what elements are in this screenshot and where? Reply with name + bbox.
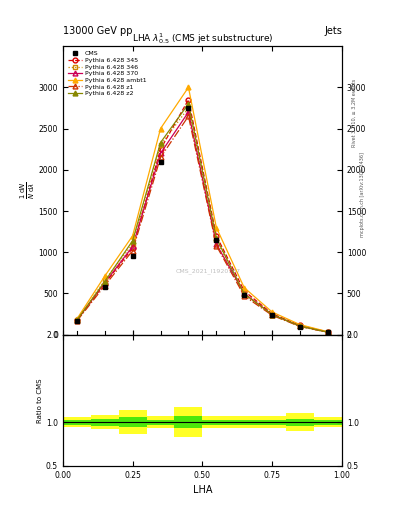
Pythia 6.428 346 xyxy=(186,105,191,111)
Pythia 6.428 z1 xyxy=(242,293,247,299)
CMS xyxy=(186,105,191,111)
Pythia 6.428 346 xyxy=(326,329,331,335)
X-axis label: LHA: LHA xyxy=(193,485,212,495)
Pythia 6.428 z1 xyxy=(158,154,163,160)
Text: Rivet 3.1.10, ≥ 3.2M events: Rivet 3.1.10, ≥ 3.2M events xyxy=(352,78,357,147)
Pythia 6.428 370 xyxy=(75,317,79,324)
Pythia 6.428 346 xyxy=(158,142,163,148)
Y-axis label: $\frac{1}{N}\frac{\mathrm{d}N}{\mathrm{d}\lambda}$: $\frac{1}{N}\frac{\mathrm{d}N}{\mathrm{d… xyxy=(19,182,37,199)
Line: Pythia 6.428 370: Pythia 6.428 370 xyxy=(74,110,331,335)
Pythia 6.428 z1 xyxy=(102,283,107,289)
Pythia 6.428 z1 xyxy=(214,243,219,249)
Pythia 6.428 370 xyxy=(326,329,331,335)
Line: Pythia 6.428 346: Pythia 6.428 346 xyxy=(74,105,331,335)
Pythia 6.428 ambt1 xyxy=(298,322,303,328)
Pythia 6.428 z1 xyxy=(270,312,275,318)
Line: Pythia 6.428 345: Pythia 6.428 345 xyxy=(74,97,331,334)
Pythia 6.428 ambt1 xyxy=(75,316,79,322)
CMS xyxy=(75,317,79,324)
Pythia 6.428 346 xyxy=(242,291,247,297)
Y-axis label: Ratio to CMS: Ratio to CMS xyxy=(37,378,43,422)
Pythia 6.428 346 xyxy=(75,317,79,324)
Pythia 6.428 z2 xyxy=(158,139,163,145)
Pythia 6.428 370 xyxy=(130,243,135,249)
CMS xyxy=(242,292,247,298)
Pythia 6.428 z1 xyxy=(130,247,135,253)
Pythia 6.428 ambt1 xyxy=(270,309,275,315)
Pythia 6.428 ambt1 xyxy=(102,273,107,279)
Pythia 6.428 z2 xyxy=(298,323,303,329)
Pythia 6.428 370 xyxy=(242,290,247,296)
CMS xyxy=(158,158,163,164)
Pythia 6.428 ambt1 xyxy=(158,125,163,132)
CMS xyxy=(130,253,135,260)
Text: Jets: Jets xyxy=(324,26,342,36)
Line: Pythia 6.428 z1: Pythia 6.428 z1 xyxy=(74,114,331,335)
Pythia 6.428 z2 xyxy=(102,279,107,285)
Pythia 6.428 z2 xyxy=(75,317,79,324)
Pythia 6.428 346 xyxy=(298,324,303,330)
CMS xyxy=(326,329,331,335)
Pythia 6.428 ambt1 xyxy=(214,224,219,230)
Pythia 6.428 ambt1 xyxy=(130,232,135,239)
Pythia 6.428 z1 xyxy=(298,324,303,330)
Pythia 6.428 345 xyxy=(75,317,79,324)
Pythia 6.428 345 xyxy=(326,329,331,335)
Pythia 6.428 370 xyxy=(214,241,219,247)
Pythia 6.428 345 xyxy=(242,288,247,294)
Pythia 6.428 346 xyxy=(270,312,275,318)
Pythia 6.428 z1 xyxy=(75,318,79,324)
Pythia 6.428 z1 xyxy=(186,113,191,119)
Pythia 6.428 z2 xyxy=(214,235,219,241)
Pythia 6.428 346 xyxy=(130,241,135,247)
CMS xyxy=(102,284,107,290)
CMS xyxy=(270,312,275,318)
Pythia 6.428 z2 xyxy=(186,101,191,107)
CMS xyxy=(214,237,219,243)
Pythia 6.428 370 xyxy=(298,323,303,329)
Pythia 6.428 ambt1 xyxy=(326,329,331,335)
Pythia 6.428 ambt1 xyxy=(186,84,191,91)
Pythia 6.428 346 xyxy=(102,277,107,283)
Pythia 6.428 z1 xyxy=(326,329,331,335)
Pythia 6.428 370 xyxy=(270,311,275,317)
Text: mcplots.cern.ch [arXiv:1306.3436]: mcplots.cern.ch [arXiv:1306.3436] xyxy=(360,152,365,237)
Pythia 6.428 z2 xyxy=(270,311,275,317)
Pythia 6.428 345 xyxy=(130,245,135,251)
Pythia 6.428 345 xyxy=(270,311,275,317)
Pythia 6.428 z2 xyxy=(326,329,331,335)
Line: CMS: CMS xyxy=(74,105,331,335)
CMS xyxy=(298,324,303,330)
Pythia 6.428 370 xyxy=(102,280,107,286)
Pythia 6.428 345 xyxy=(298,323,303,329)
Pythia 6.428 345 xyxy=(102,281,107,287)
Pythia 6.428 z2 xyxy=(242,291,247,297)
Pythia 6.428 370 xyxy=(186,109,191,115)
Title: LHA $\lambda^{1}_{0.5}$ (CMS jet substructure): LHA $\lambda^{1}_{0.5}$ (CMS jet substru… xyxy=(132,31,273,46)
Legend: CMS, Pythia 6.428 345, Pythia 6.428 346, Pythia 6.428 370, Pythia 6.428 ambt1, P: CMS, Pythia 6.428 345, Pythia 6.428 346,… xyxy=(66,49,148,98)
Pythia 6.428 345 xyxy=(186,97,191,103)
Pythia 6.428 ambt1 xyxy=(242,285,247,291)
Line: Pythia 6.428 ambt1: Pythia 6.428 ambt1 xyxy=(74,85,331,334)
Pythia 6.428 z2 xyxy=(130,238,135,244)
Line: Pythia 6.428 z2: Pythia 6.428 z2 xyxy=(74,101,331,335)
Pythia 6.428 345 xyxy=(158,146,163,152)
Pythia 6.428 370 xyxy=(158,150,163,156)
Pythia 6.428 346 xyxy=(214,237,219,243)
Text: 13000 GeV pp: 13000 GeV pp xyxy=(63,26,132,36)
Text: CMS_2021_I1920187: CMS_2021_I1920187 xyxy=(176,268,241,274)
Pythia 6.428 345 xyxy=(214,232,219,239)
